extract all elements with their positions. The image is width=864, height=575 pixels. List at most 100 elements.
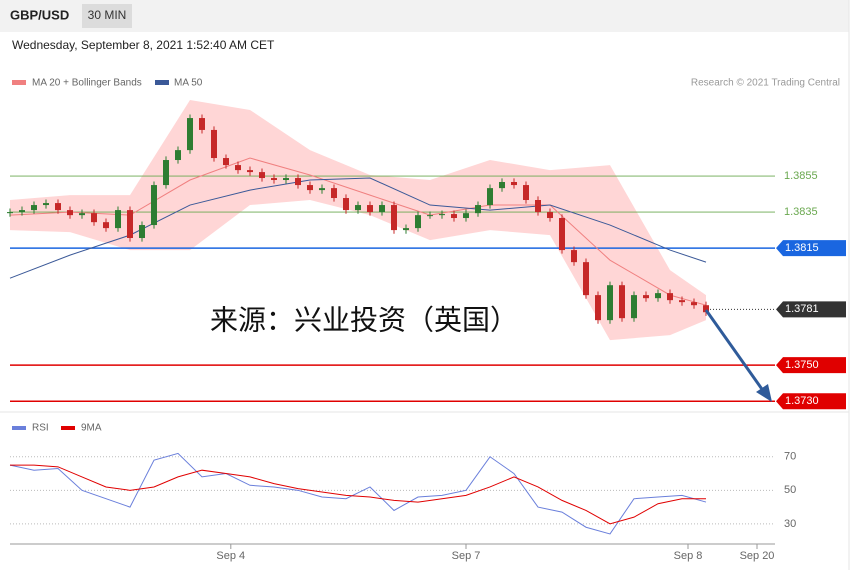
candle-body bbox=[7, 212, 13, 214]
candle-body bbox=[55, 203, 61, 211]
legend-label: MA 50 bbox=[174, 78, 203, 89]
timestamp: Wednesday, September 8, 2021 1:52:40 AM … bbox=[12, 38, 275, 52]
rsi-line bbox=[9, 452, 707, 535]
candle-body bbox=[343, 198, 349, 211]
candle-body bbox=[199, 118, 205, 130]
candle-body bbox=[499, 181, 505, 189]
y-tick-label: 70 bbox=[784, 451, 796, 463]
candle-body bbox=[595, 295, 601, 321]
candle-body bbox=[247, 170, 253, 173]
candle-body bbox=[139, 225, 145, 239]
y-tick-label: 30 bbox=[784, 518, 796, 530]
candle-body bbox=[259, 172, 265, 179]
legend-swatch bbox=[12, 80, 26, 85]
candle-body bbox=[295, 178, 301, 186]
x-tick-label: Sep 7 bbox=[452, 550, 481, 562]
candle-body bbox=[583, 262, 589, 296]
candle-body bbox=[367, 205, 373, 213]
candle-body bbox=[223, 158, 229, 166]
legend-label: 9MA bbox=[81, 423, 102, 434]
candle-body bbox=[631, 295, 637, 319]
credit: Research © 2021 Trading Central bbox=[691, 78, 840, 89]
level-label: 1.3750 bbox=[785, 359, 819, 371]
candle-body bbox=[607, 285, 613, 321]
candle-body bbox=[79, 213, 85, 216]
candle-body bbox=[127, 210, 133, 239]
candle-body bbox=[19, 210, 25, 213]
level-label: 1.3835 bbox=[784, 206, 818, 218]
x-tick-label: Sep 20 bbox=[740, 550, 775, 562]
interval-box[interactable] bbox=[82, 4, 132, 28]
candle-body bbox=[619, 285, 625, 319]
candle-body bbox=[403, 228, 409, 231]
candle-body bbox=[511, 181, 517, 186]
price-panel: 1.3855 1.3835 1.3815 1.3781 1.3750 1.3730 bbox=[7, 100, 846, 410]
candle-body bbox=[103, 222, 109, 229]
legend-swatch bbox=[61, 426, 75, 430]
legend-swatch bbox=[12, 426, 26, 430]
symbol: GBP/USD bbox=[10, 7, 69, 22]
level-label: 1.3815 bbox=[785, 242, 819, 254]
level-label-box bbox=[776, 301, 846, 318]
candle-body bbox=[415, 215, 421, 229]
level-label-box bbox=[776, 240, 846, 257]
arrow-head bbox=[756, 384, 772, 402]
watermark: 来源：兴业投资（英国） bbox=[210, 304, 518, 335]
y-tick-label: 50 bbox=[784, 484, 796, 496]
level-label-box bbox=[776, 357, 846, 374]
candle-body bbox=[487, 188, 493, 206]
candle-body bbox=[175, 150, 181, 161]
candle-body bbox=[703, 305, 709, 313]
candle-body bbox=[655, 293, 661, 299]
candle-body bbox=[235, 165, 241, 171]
candle-body bbox=[187, 118, 193, 151]
candle-body bbox=[463, 213, 469, 219]
x-tick-label: Sep 8 bbox=[674, 550, 703, 562]
candle-body bbox=[667, 293, 673, 301]
legend-swatch bbox=[155, 80, 169, 85]
candle-body bbox=[163, 160, 169, 186]
candle-body bbox=[211, 129, 217, 159]
candle-body bbox=[451, 214, 457, 219]
rsi-panel: 70 50 30 Sep 4 Sep 7 Sep 8 Sep 20 bbox=[9, 451, 796, 562]
candle-body bbox=[307, 185, 313, 191]
candle-body bbox=[331, 188, 337, 199]
rsi-line bbox=[10, 464, 706, 525]
top-bar bbox=[0, 0, 849, 32]
candle-body bbox=[439, 214, 445, 216]
candle-body bbox=[43, 203, 49, 206]
level-label: 1.3730 bbox=[785, 395, 819, 407]
candle-body bbox=[391, 205, 397, 231]
candle-body bbox=[283, 178, 289, 181]
candle-body bbox=[535, 200, 541, 213]
candle-body bbox=[151, 185, 157, 226]
legend-label: MA 20 + Bollinger Bands bbox=[32, 78, 142, 89]
candle-body bbox=[679, 300, 685, 303]
candle-body bbox=[379, 205, 385, 213]
x-tick-label: Sep 4 bbox=[216, 550, 245, 562]
candle-body bbox=[115, 210, 121, 229]
candle-body bbox=[355, 205, 361, 211]
candle-body bbox=[523, 185, 529, 201]
candle-body bbox=[475, 205, 481, 214]
candle-body bbox=[643, 295, 649, 299]
bollinger-band bbox=[10, 100, 706, 341]
candle-body bbox=[67, 210, 73, 216]
candle-body bbox=[547, 212, 553, 219]
interval[interactable]: 30 MIN bbox=[88, 8, 127, 22]
candle-body bbox=[271, 178, 277, 181]
candle-body bbox=[559, 218, 565, 251]
candle-body bbox=[91, 213, 97, 223]
candle-body bbox=[31, 205, 37, 211]
level-label: 1.3781 bbox=[785, 303, 819, 315]
candle-body bbox=[571, 250, 577, 263]
candle-body bbox=[691, 302, 697, 306]
forecast-arrow bbox=[704, 309, 766, 393]
level-label: 1.3855 bbox=[784, 170, 818, 182]
candle-body bbox=[319, 188, 325, 191]
candle-body bbox=[427, 215, 433, 217]
legend-label: RSI bbox=[32, 423, 49, 434]
level-label-box bbox=[776, 393, 846, 410]
